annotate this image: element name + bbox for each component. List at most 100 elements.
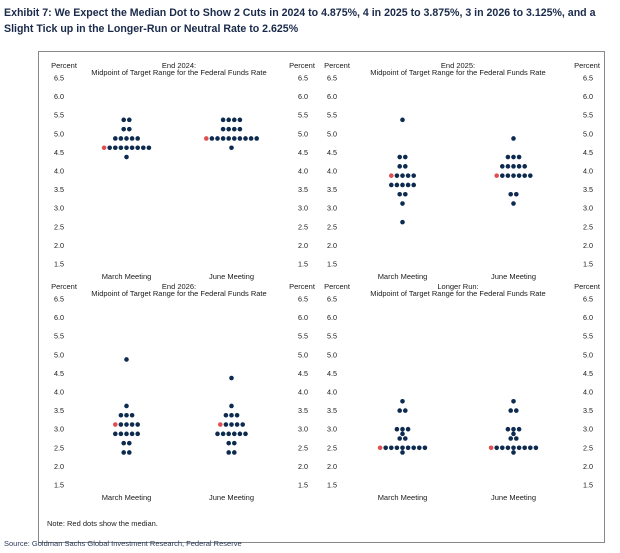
dot-point bbox=[226, 126, 231, 132]
dot-point bbox=[129, 412, 135, 418]
y-tick-label-left: 4.5 bbox=[54, 369, 64, 378]
y-tick-label-right: 4.5 bbox=[298, 369, 308, 378]
dot-point bbox=[124, 136, 129, 141]
dot-point bbox=[124, 154, 129, 160]
y-tick-label-left: 2.0 bbox=[54, 241, 64, 250]
dot-point bbox=[234, 412, 240, 418]
y-tick-label-left: 6.5 bbox=[54, 295, 64, 304]
y-tick-label-right: 5.0 bbox=[583, 129, 593, 138]
dot-point bbox=[135, 145, 140, 151]
y-tick-label-right: 3.0 bbox=[298, 425, 308, 434]
dot-point bbox=[516, 173, 522, 178]
dot-point bbox=[229, 375, 234, 381]
dot-point bbox=[500, 173, 505, 178]
dot-point bbox=[107, 145, 112, 151]
dot-point bbox=[229, 145, 234, 151]
median-dot bbox=[494, 173, 499, 178]
median-dot bbox=[218, 422, 223, 427]
dot-point bbox=[514, 436, 519, 441]
dot-point bbox=[118, 412, 124, 418]
x-category-label: June Meeting bbox=[491, 493, 536, 502]
y-tick-label-right: 4.5 bbox=[298, 148, 308, 157]
dot-point bbox=[229, 412, 234, 418]
y-tick-label-right: 5.5 bbox=[583, 111, 593, 120]
y-tick-label-left: 3.5 bbox=[54, 185, 64, 194]
dot-point bbox=[528, 173, 533, 178]
dot-point bbox=[232, 117, 237, 123]
y-tick-label-right: 4.0 bbox=[298, 167, 308, 176]
y-tick-label-left: 5.5 bbox=[327, 111, 337, 120]
dot-point bbox=[113, 145, 118, 151]
dot-point bbox=[113, 431, 118, 437]
dot-point bbox=[113, 136, 118, 141]
y-axis-label-right: Percent bbox=[289, 61, 316, 70]
chart-svg-end-2024: Percent Percent End 2024:Midpoint of Targe… bbox=[51, 61, 316, 281]
y-tick-label-left: 2.5 bbox=[54, 222, 64, 231]
dot-point bbox=[124, 357, 129, 362]
panel-subtitle: Midpoint of Target Range for the Federal… bbox=[91, 68, 266, 77]
y-tick-label-left: 2.5 bbox=[54, 443, 64, 452]
dot-point bbox=[405, 445, 411, 451]
y-tick-label-left: 6.0 bbox=[327, 92, 337, 101]
y-tick-label-left: 3.0 bbox=[54, 204, 64, 213]
y-tick-label-left: 4.0 bbox=[54, 167, 64, 176]
dot-point bbox=[400, 399, 405, 404]
dot-point bbox=[124, 431, 129, 437]
dot-point bbox=[243, 136, 248, 141]
dot-point bbox=[397, 154, 402, 160]
dot-point bbox=[121, 126, 126, 132]
dot-point bbox=[400, 173, 405, 178]
dot-point bbox=[528, 445, 533, 451]
chart-frame bbox=[38, 51, 605, 543]
y-tick-label-right: 1.5 bbox=[298, 260, 308, 269]
y-tick-label-right: 6.0 bbox=[583, 92, 593, 101]
y-tick-label-left: 6.0 bbox=[54, 92, 64, 101]
y-tick-label-right: 2.0 bbox=[583, 462, 593, 471]
dot-point bbox=[400, 445, 405, 451]
dot-point bbox=[141, 145, 146, 151]
median-dot bbox=[204, 136, 209, 141]
chart-panel-longer-run: Percent Percent Longer Run: Midpoint of Tar… bbox=[317, 282, 601, 505]
dot-point bbox=[505, 164, 511, 169]
dot-point bbox=[118, 145, 124, 151]
chart-svg-longer-run: Percent Percent Longer Run:Midpoint of Tar… bbox=[324, 282, 601, 502]
dot-point bbox=[389, 182, 394, 188]
y-axis-label-left: Percent bbox=[324, 282, 351, 291]
dot-point bbox=[229, 422, 234, 427]
dot-point bbox=[400, 182, 405, 188]
y-tick-label-right: 6.5 bbox=[298, 74, 308, 83]
dot-point bbox=[397, 436, 402, 441]
dot-point bbox=[511, 201, 516, 206]
dot-point bbox=[226, 440, 231, 446]
dot-point bbox=[223, 412, 229, 418]
dot-point bbox=[220, 431, 226, 437]
y-tick-label-right: 3.0 bbox=[583, 204, 593, 213]
dot-point bbox=[516, 426, 522, 432]
y-tick-label-left: 3.5 bbox=[54, 406, 64, 415]
dot-point bbox=[511, 426, 516, 432]
x-category-label: June Meeting bbox=[491, 272, 536, 281]
x-category-label: June Meeting bbox=[209, 493, 254, 502]
y-tick-label-left: 6.5 bbox=[327, 295, 337, 304]
dot-point bbox=[127, 117, 132, 123]
y-tick-label-right: 2.5 bbox=[583, 222, 593, 231]
dot-point bbox=[127, 126, 132, 132]
dot-point bbox=[124, 412, 129, 418]
dot-point bbox=[394, 426, 400, 432]
dot-point bbox=[400, 450, 405, 455]
y-tick-label-right: 1.5 bbox=[583, 481, 593, 490]
dot-point bbox=[411, 182, 416, 188]
y-tick-label-left: 3.0 bbox=[327, 204, 337, 213]
dot-point bbox=[403, 164, 408, 169]
dot-point bbox=[394, 445, 400, 451]
median-dot bbox=[101, 145, 107, 151]
dot-point bbox=[223, 422, 229, 427]
y-tick-label-right: 6.5 bbox=[583, 295, 593, 304]
y-tick-label-left: 1.5 bbox=[327, 260, 337, 269]
dot-point bbox=[232, 126, 237, 132]
dot-point bbox=[422, 445, 428, 451]
dot-point bbox=[129, 422, 135, 427]
y-tick-label-right: 6.5 bbox=[298, 295, 308, 304]
median-dot bbox=[389, 173, 394, 178]
dot-point bbox=[516, 164, 522, 169]
